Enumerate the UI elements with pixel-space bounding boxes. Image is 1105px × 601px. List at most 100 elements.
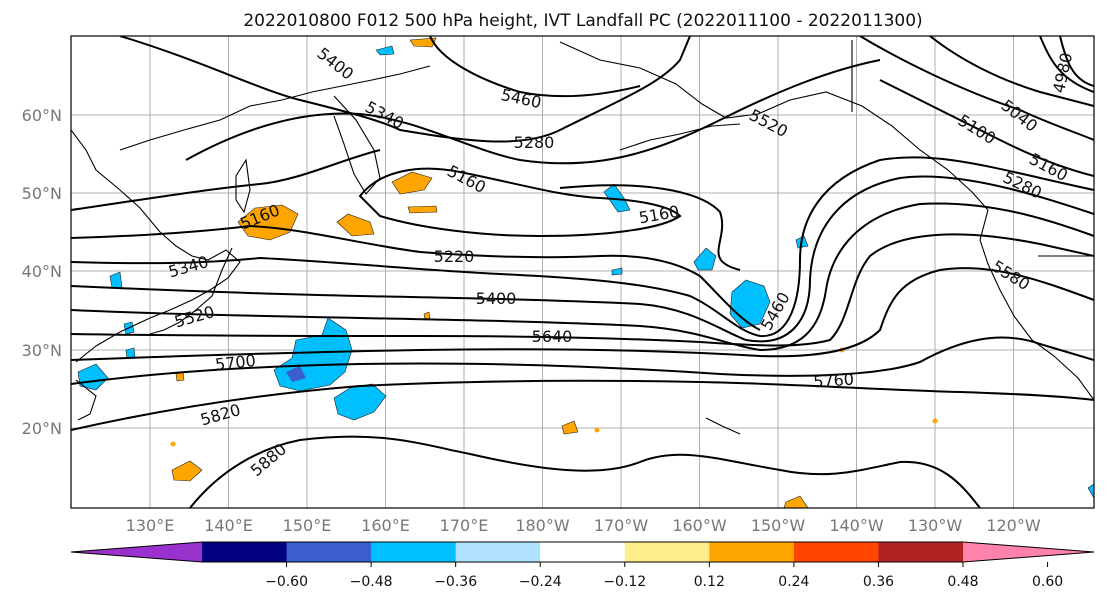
colorbar-tick-label: 0.24 (778, 574, 809, 590)
ivt-positive-region (391, 171, 433, 195)
ivt-positive-region (594, 427, 600, 433)
contour-line (71, 175, 1094, 343)
ivt-positive-region (783, 495, 809, 508)
colorbar-segment (878, 542, 964, 562)
coastline-philippines (75, 379, 97, 421)
longitude-label: 160°E (361, 516, 410, 535)
coastline-kamchatka (333, 95, 381, 195)
contour-line (71, 379, 1094, 431)
contour-line (189, 435, 981, 508)
longitude-label: 180°W (515, 516, 570, 535)
colorbar-tick-label: −0.12 (603, 574, 646, 590)
coastline-alaska (559, 41, 989, 211)
ivt-positive-region (170, 441, 176, 447)
colorbar-tick-label: 0.12 (694, 574, 725, 590)
ivt-positive-region (561, 420, 579, 435)
longitude-label: 130°E (126, 516, 175, 535)
longitude-label: 140°E (204, 516, 253, 535)
contour-label: 5640 (532, 327, 573, 346)
colorbar-segment (540, 542, 626, 562)
coastline-hawaii (705, 417, 741, 435)
coastline-sakhalin (235, 158, 251, 214)
colorbar-extend-low (71, 542, 202, 562)
longitude-labels: 130°E 140°E 150°E 160°E 170°E 180°W 170°W 160°W… (126, 516, 1041, 535)
contour-line (358, 167, 682, 238)
ivt-positive-region (336, 213, 375, 237)
ivt-negative-region (375, 45, 395, 56)
map-background (71, 36, 1094, 508)
contour-line (71, 233, 1094, 347)
contour-label: 5700 (214, 351, 256, 374)
contour-line (71, 156, 1094, 338)
ivt-positive-region (171, 460, 203, 482)
colorbar-tick-label: 0.48 (947, 574, 978, 590)
contour-label: 5220 (434, 247, 475, 266)
colorbar-tick-label: −0.60 (265, 574, 308, 590)
colorbar-extend-high (963, 542, 1094, 562)
coastline-siberia (119, 65, 431, 151)
map-panel: 5400 5460 5340 5280 5160 5520 5040 5100 … (22, 35, 1095, 535)
colorbar-segment (202, 542, 288, 562)
contour-line (929, 36, 1094, 107)
longitude-label: 160°W (672, 516, 727, 535)
colorbar-tick-label: 0.36 (863, 574, 894, 590)
coastline-namerica (979, 209, 1094, 401)
latitude-label: 60°N (22, 106, 62, 125)
figure-title: 2022010800 F012 500 hPa height, IVT Land… (243, 11, 922, 31)
colorbar-segment (286, 542, 372, 562)
graticule (71, 36, 1094, 508)
latitude-label: 30°N (22, 341, 62, 360)
colorbar-segment (709, 542, 795, 562)
contour-line (71, 336, 1094, 385)
coastline-aleutians (619, 123, 741, 151)
longitude-label: 130°W (908, 516, 963, 535)
ivt-positive-region (407, 205, 438, 214)
contour-line (1059, 36, 1094, 87)
longitude-label: 150°W (751, 516, 806, 535)
contour-line (859, 36, 1094, 141)
height-contours (71, 36, 1094, 508)
contour-line (71, 267, 1094, 361)
contour-line (879, 79, 1094, 177)
contour-label: 5400 (476, 289, 517, 308)
ivt-negative-region (1087, 483, 1094, 499)
coastline-japan (149, 247, 233, 335)
coastlines (71, 40, 1094, 435)
colorbar-tick-label: −0.24 (519, 574, 562, 590)
contour-label: 5760 (813, 370, 855, 392)
ivt-negative-region (286, 366, 306, 382)
map-frame (70, 35, 1095, 509)
latitude-label: 20°N (22, 419, 62, 438)
ivt-positive-region (409, 37, 437, 48)
longitude-label: 170°W (594, 516, 649, 535)
colorbar-tick-label: −0.36 (434, 574, 477, 590)
ivt-positive-region (237, 204, 299, 241)
longitude-label: 120°W (986, 516, 1041, 535)
colorbar-segment (624, 542, 710, 562)
ivt-negative-region (125, 347, 136, 359)
colorbar-tick-label: −0.48 (350, 574, 393, 590)
colorbar-segment (371, 542, 457, 562)
contour-line (1039, 36, 1094, 93)
contour-label: 5280 (514, 133, 555, 152)
contour-line (71, 149, 741, 271)
latitude-label: 50°N (22, 184, 62, 203)
ivt-positive-region (932, 418, 938, 424)
contour-line (71, 224, 761, 331)
contour-line (185, 59, 881, 165)
contour-line (429, 36, 641, 98)
latitude-labels: 60°N 50°N 40°N 30°N 20°N (22, 106, 62, 438)
colorbar: −0.60 −0.48 −0.36 −0.24 −0.12 0.12 0.24 0.36 0.4… (70, 541, 1095, 590)
colorbar-segment (793, 542, 879, 562)
longitude-label: 150°E (283, 516, 332, 535)
latitude-label: 40°N (22, 262, 62, 281)
colorbar-tick-label: 0.60 (1032, 574, 1063, 590)
coastline-asia (71, 129, 241, 363)
longitude-label: 140°W (829, 516, 884, 535)
ivt-negative-region (611, 267, 623, 276)
ivt-negative-region (693, 247, 717, 271)
contour-line (119, 36, 691, 143)
colorbar-outline (70, 541, 1095, 563)
colorbar-segment (455, 542, 541, 562)
